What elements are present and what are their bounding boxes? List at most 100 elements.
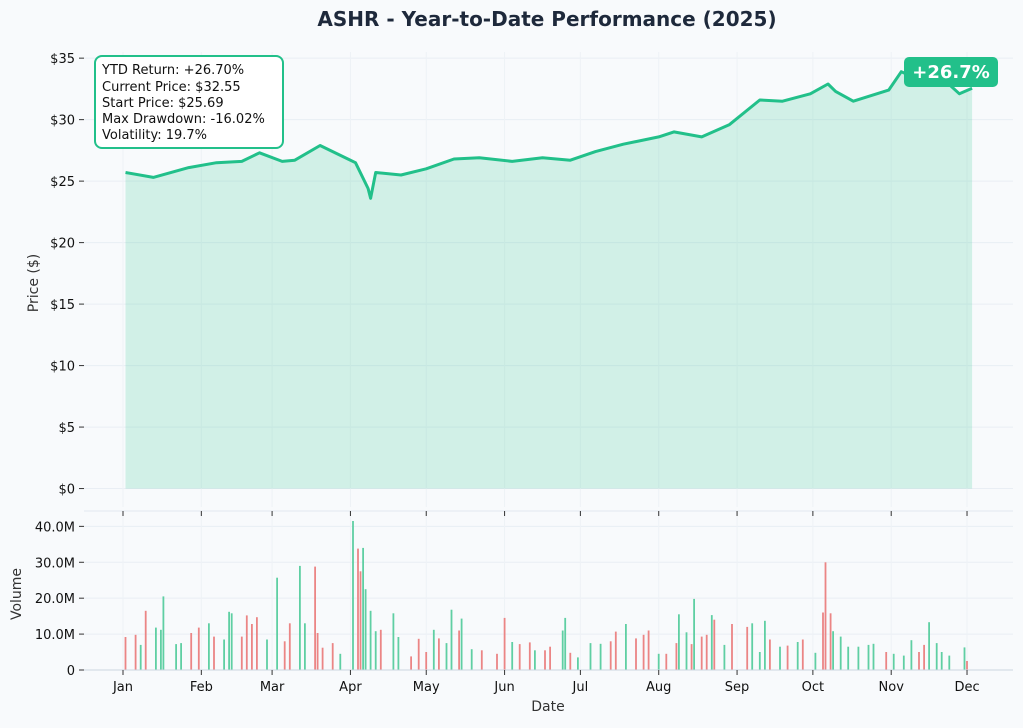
volume-bar: [910, 640, 913, 670]
volume-bar: [445, 643, 448, 670]
volume-bar: [857, 646, 860, 670]
volume-bar: [470, 649, 473, 670]
volume-bar: [832, 631, 834, 670]
price-y-tick-label: $35: [50, 52, 75, 67]
volume-bar: [374, 631, 377, 670]
volume-bar: [885, 652, 888, 670]
volume-bar: [518, 644, 521, 670]
volume-x-tick-label: Sep: [725, 680, 750, 695]
volume-bar: [364, 589, 367, 670]
volume-bar: [801, 639, 804, 670]
price-y-tick-label: $25: [50, 175, 75, 190]
volume-x-tick-label: Jan: [112, 680, 133, 695]
volume-bar: [678, 614, 680, 670]
volume-bar: [534, 650, 536, 671]
volume-x-tick-label: Nov: [879, 680, 905, 695]
volume-bar: [425, 652, 428, 670]
volume-bar: [316, 633, 319, 670]
volume-bar: [283, 641, 286, 670]
volume-bar: [923, 644, 925, 670]
return-badge: +26.7%: [904, 57, 998, 87]
volume-bar: [577, 657, 579, 670]
volume-bar: [685, 632, 688, 670]
volume-bar: [362, 547, 364, 670]
volume-bar: [693, 598, 695, 670]
volume-bar: [228, 611, 230, 670]
volume-bar: [822, 612, 824, 670]
volume-bar: [450, 609, 453, 670]
stats-ytd-return: YTD Return: +26.70%: [101, 63, 244, 78]
volume-bar: [847, 646, 850, 670]
volume-y-axis: 0 10.0M 20.0M 30.0M 40.0M: [35, 520, 84, 679]
volume-bar: [256, 617, 258, 670]
volume-x-tick-label: May: [413, 680, 440, 695]
volume-bar: [710, 615, 713, 670]
price-y-tick-label: $15: [50, 298, 75, 313]
volume-bar: [230, 613, 233, 670]
volume-bar: [751, 623, 754, 670]
volume-bar: [175, 644, 177, 670]
volume-x-axis: Jan Feb Mar Apr May Jun Jul Aug Sep Oct Nov Dec: [112, 670, 980, 695]
volume-bar: [392, 613, 395, 670]
volume-bar: [503, 617, 506, 670]
volume-bar: [839, 636, 842, 670]
volume-bar: [223, 639, 225, 670]
volume-bar: [213, 636, 215, 670]
stats-current-price: Current Price: $32.55: [102, 80, 241, 95]
volume-y-tick-label: 40.0M: [35, 520, 75, 535]
volume-bar: [675, 643, 678, 670]
volume-bar: [397, 637, 400, 670]
volume-bar: [700, 636, 703, 670]
volume-x-tick-label: Oct: [802, 680, 824, 695]
price-y-tick-label: $20: [50, 237, 75, 252]
volume-bar: [276, 577, 278, 670]
price-line: [125, 70, 973, 200]
volume-bar: [561, 630, 564, 670]
volume-bar: [266, 639, 268, 670]
stats-box: YTD Return: +26.70% Current Price: $32.5…: [94, 55, 284, 149]
volume-y-tick-label: 20.0M: [35, 592, 75, 607]
volume-bar: [966, 661, 968, 670]
volume-bar: [786, 645, 789, 670]
volume-x-tick-label: Jul: [572, 680, 589, 695]
volume-bar: [245, 615, 248, 670]
volume-x-tick-label: Dec: [954, 680, 979, 695]
volume-bar: [796, 642, 799, 670]
volume-bar: [190, 633, 193, 670]
volume-bar: [432, 629, 435, 670]
volume-bars: [124, 521, 968, 671]
stats-volatility: Volatility: 19.7%: [102, 128, 207, 143]
volume-bar: [511, 642, 514, 670]
volume-bar: [438, 638, 440, 670]
volume-bar: [458, 630, 460, 670]
volume-bar: [779, 646, 781, 670]
volume-bar: [713, 619, 716, 670]
volume-bar: [139, 644, 142, 670]
price-area-fill: [125, 71, 973, 489]
price-axis-label: Price ($): [26, 254, 42, 312]
volume-bar: [609, 641, 612, 670]
volume-bar: [657, 653, 660, 670]
volume-bar: [352, 521, 354, 670]
volume-bar: [892, 653, 895, 670]
volume-bar: [829, 613, 832, 670]
volume-bar: [134, 634, 137, 670]
volume-x-tick-label: Jun: [493, 680, 514, 695]
volume-panel: 0 10.0M 20.0M 30.0M 40.0M Jan Feb Mar Apr May Jun…: [9, 511, 1013, 715]
volume-bar: [251, 624, 253, 670]
volume-bar: [589, 643, 592, 670]
volume-bar: [635, 638, 637, 670]
stats-start-price: Start Price: $25.69: [102, 96, 224, 111]
volume-bar: [902, 655, 905, 670]
volume-x-tick-label: Apr: [339, 680, 362, 695]
volume-bar: [665, 653, 668, 670]
price-x-tick-marks: [122, 511, 968, 516]
volume-bar: [647, 630, 650, 670]
volume-bar: [764, 620, 766, 670]
volume-y-tick-label: 10.0M: [35, 628, 75, 643]
volume-bar: [625, 624, 627, 670]
price-panel: $0 $5 $10 $15 $20 $25 $30 $35 Price ($) YTD Ret…: [26, 52, 1013, 507]
volume-bar: [379, 629, 382, 670]
volume-bar: [814, 652, 817, 670]
